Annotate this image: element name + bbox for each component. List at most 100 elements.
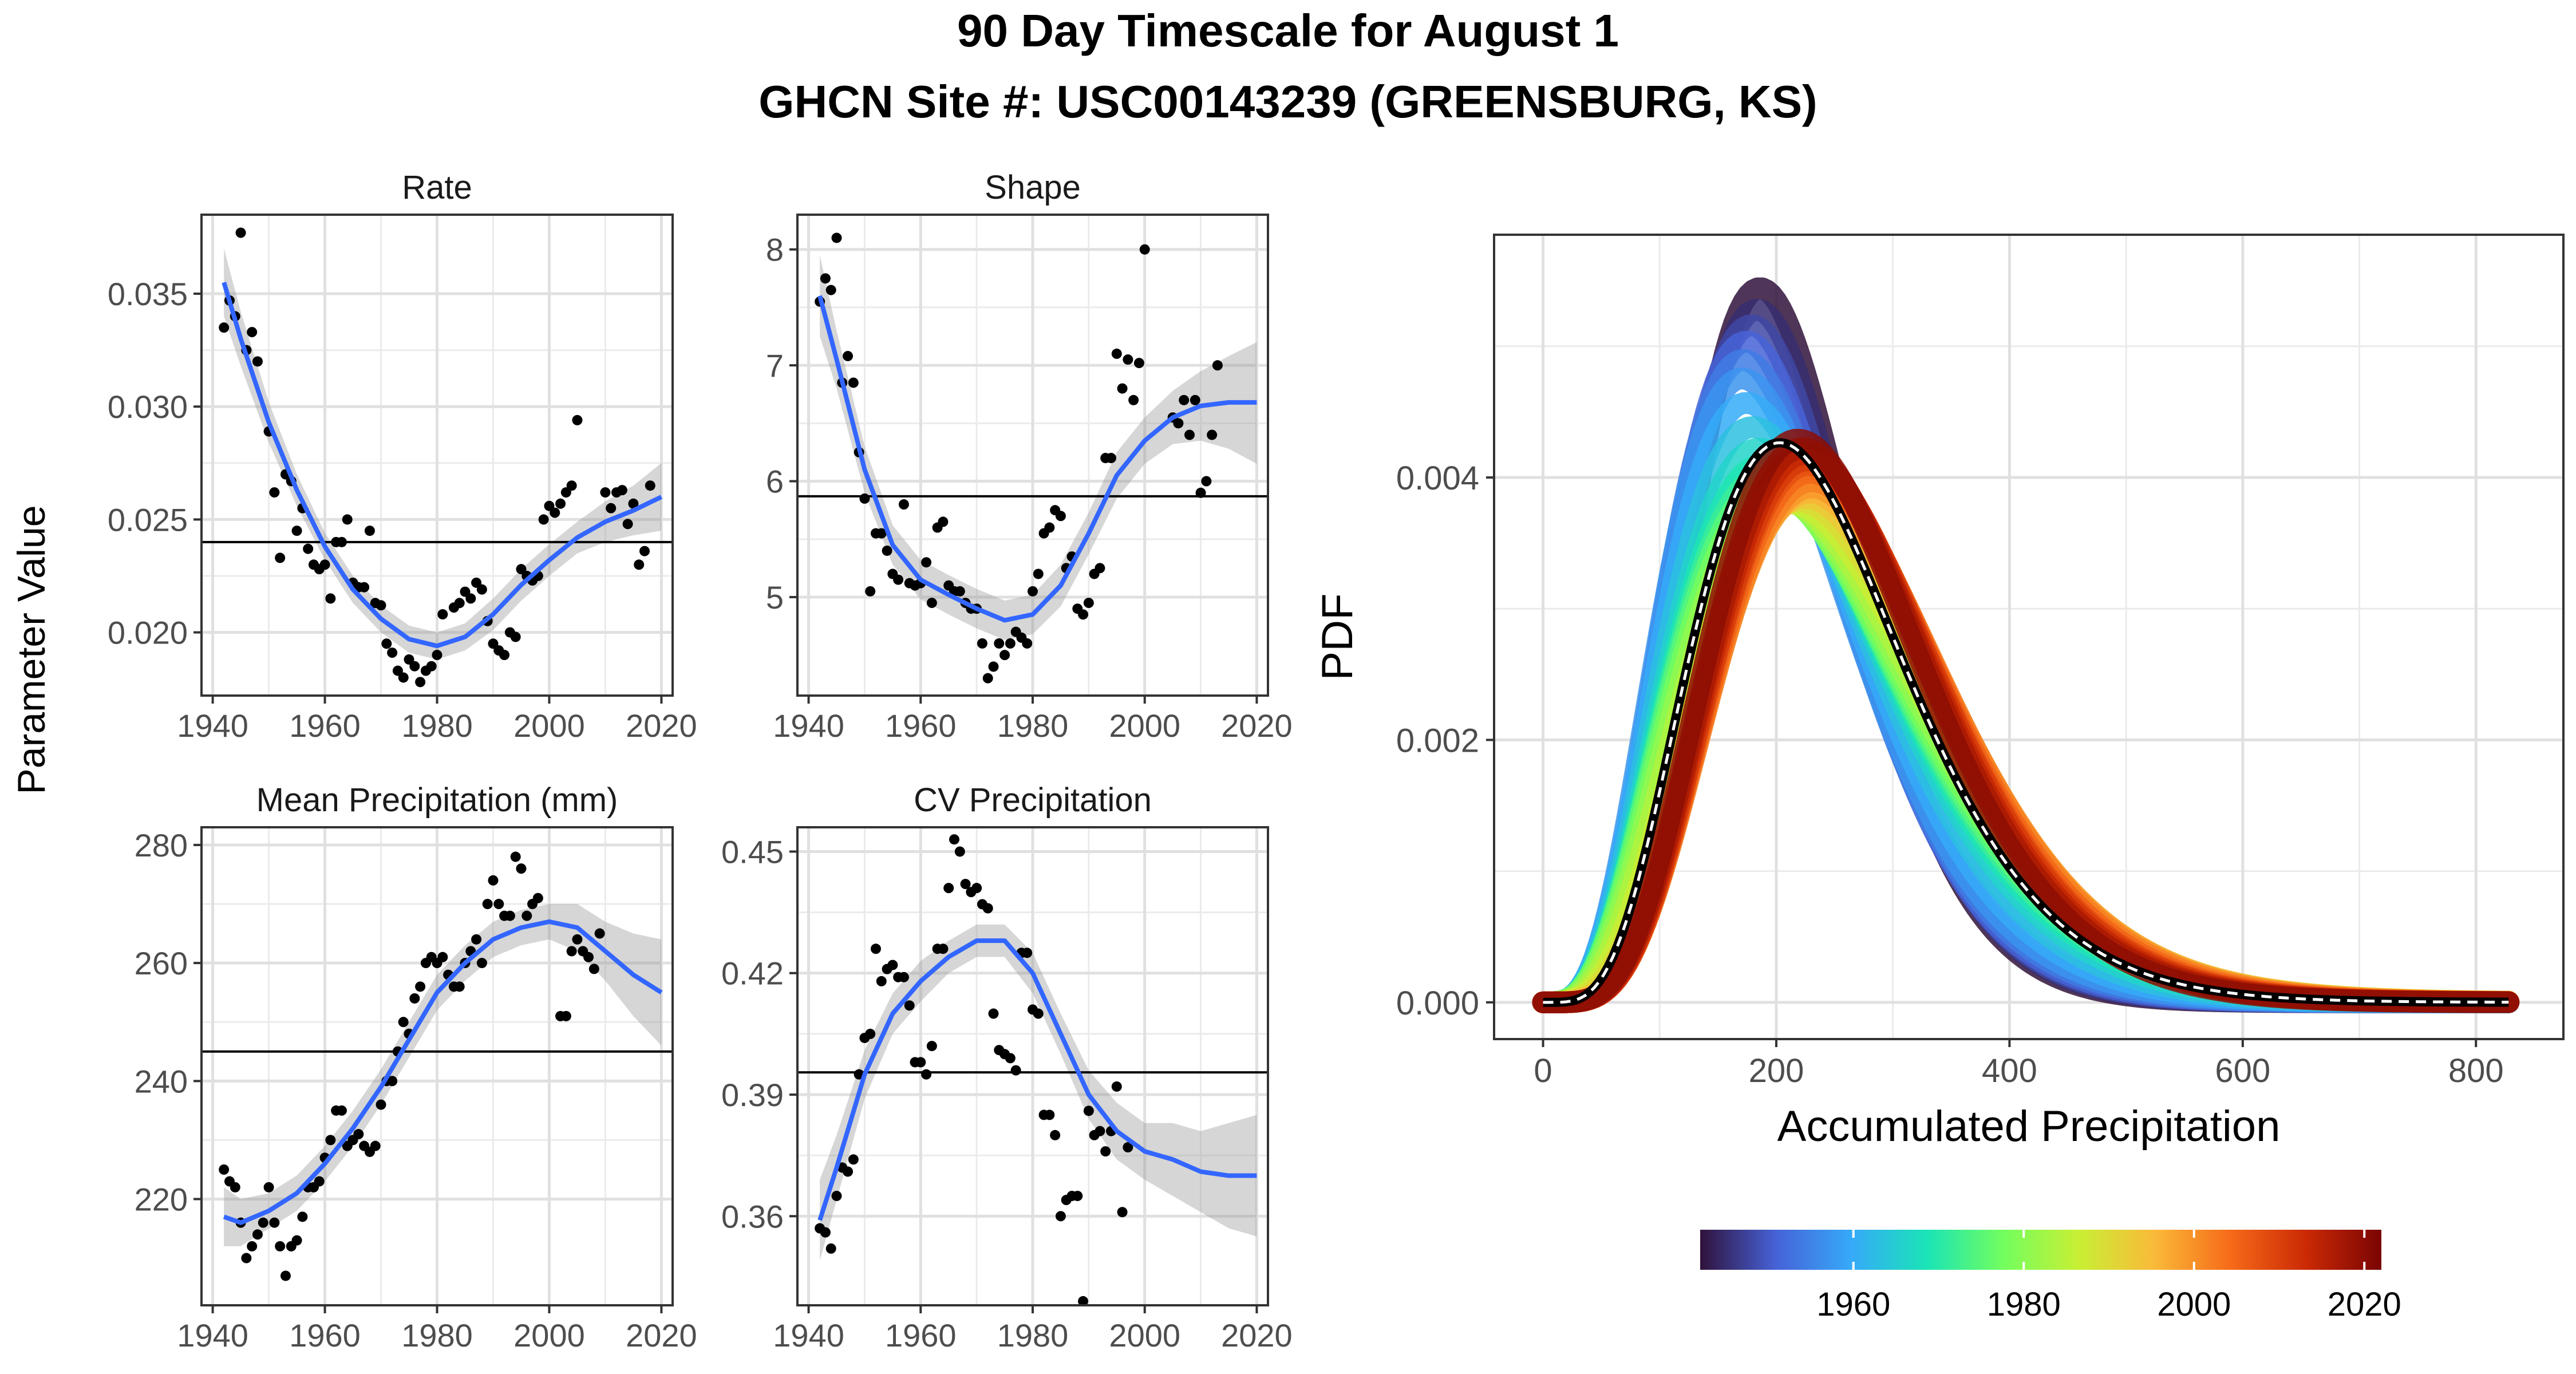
data-point	[392, 665, 403, 676]
panel-plot-area	[202, 851, 673, 1281]
y-tick-label: 0.002	[1396, 722, 1479, 759]
data-point	[820, 273, 831, 284]
x-tick-label: 2000	[513, 1317, 585, 1353]
data-point	[572, 934, 583, 945]
data-point	[415, 677, 426, 688]
data-point	[532, 893, 543, 903]
data-point	[325, 1135, 336, 1146]
data-point	[982, 903, 993, 914]
data-point	[409, 993, 420, 1004]
data-point	[381, 638, 392, 649]
x-tick-label: 600	[2215, 1052, 2270, 1089]
data-point	[926, 598, 937, 609]
data-point	[1123, 1142, 1133, 1153]
data-point	[314, 1176, 325, 1187]
data-point	[252, 356, 263, 367]
data-point	[843, 350, 854, 361]
colorbar-tick-label: 1960	[1816, 1286, 1890, 1323]
data-point	[1139, 244, 1150, 255]
colorbar: 1960 1980 2000 2020	[1700, 1230, 2401, 1323]
panel-pdf: 0 200 400 600 800 0.000 0.002 0.004 Accumulated …	[1313, 234, 2565, 1151]
data-point	[1173, 418, 1184, 429]
data-point	[859, 493, 870, 504]
x-tick-label: 2000	[1109, 1317, 1180, 1353]
data-point	[982, 673, 993, 684]
confidence-band	[224, 904, 662, 1246]
data-point	[1106, 453, 1116, 464]
data-point	[954, 846, 965, 857]
data-point	[876, 528, 887, 539]
data-point	[921, 1069, 932, 1080]
data-point	[555, 498, 566, 509]
data-point	[404, 654, 414, 665]
data-point	[359, 582, 370, 593]
x-tick-label: 400	[1982, 1052, 2037, 1089]
data-point	[476, 584, 487, 595]
data-point	[1078, 1296, 1089, 1305]
panel-title: Mean Precipitation (mm)	[256, 781, 618, 819]
data-point	[1050, 1130, 1061, 1140]
data-point	[252, 1229, 263, 1240]
data-point	[820, 1227, 831, 1238]
data-point	[566, 946, 577, 957]
data-point	[954, 586, 965, 597]
data-point	[1095, 1126, 1105, 1136]
data-point	[471, 934, 482, 945]
data-point	[471, 577, 482, 588]
data-point	[628, 498, 639, 509]
y-tick-label: 220	[135, 1181, 188, 1217]
panel-mean-precipitation-mm: 1940 1960 1980 2000 2020 220 240 260 280 Mean Pre…	[135, 781, 697, 1353]
data-point	[269, 487, 280, 498]
data-point	[1117, 383, 1128, 394]
data-point	[454, 598, 465, 609]
data-point	[297, 1211, 308, 1222]
data-point	[871, 943, 881, 954]
panel-rate: 1940 1960 1980 2000 2020 0.020 0.025 0.030 0.035…	[108, 169, 697, 744]
y-tick-label: 0.39	[721, 1077, 784, 1113]
data-point	[1190, 394, 1200, 405]
data-point	[1184, 429, 1195, 440]
data-point	[291, 1235, 302, 1246]
data-point	[831, 232, 842, 243]
data-point	[465, 593, 476, 604]
data-point	[499, 650, 510, 661]
y-tick-label: 5	[766, 579, 784, 615]
data-point	[1022, 638, 1033, 649]
data-point	[353, 1129, 364, 1140]
panel-shape: 1940 1960 1980 2000 2020 5 6 7 8 Shape	[766, 169, 1293, 744]
data-point	[488, 638, 499, 649]
data-point	[560, 1010, 571, 1021]
data-point	[398, 1017, 409, 1028]
smooth-trend-line	[223, 919, 663, 1225]
x-tick-label: 1940	[177, 1317, 248, 1353]
data-point	[898, 972, 909, 982]
data-point	[572, 414, 583, 425]
data-point	[280, 1270, 291, 1281]
data-point	[550, 507, 560, 518]
data-point	[977, 638, 987, 649]
y-tick-label: 0.030	[108, 389, 188, 425]
data-point	[999, 650, 1010, 661]
data-point	[1123, 354, 1133, 365]
data-point	[336, 536, 347, 547]
y-tick-label: 0.000	[1396, 985, 1479, 1022]
data-point	[606, 503, 617, 514]
x-tick-label: 0	[1534, 1052, 1552, 1089]
smooth-trend-line	[817, 938, 1257, 1221]
x-tick-label: 2020	[626, 1317, 697, 1353]
data-point	[843, 1166, 854, 1177]
data-point	[915, 1057, 926, 1068]
data-point	[263, 1182, 274, 1193]
data-point	[882, 545, 892, 556]
data-point	[415, 981, 426, 992]
x-tick-label: 2000	[513, 708, 585, 744]
y-tick-label: 0.004	[1396, 460, 1479, 497]
data-point	[1044, 1110, 1055, 1120]
data-point	[398, 672, 409, 683]
data-point	[1133, 358, 1144, 369]
x-tick-label: 1960	[885, 708, 957, 744]
data-point	[639, 546, 650, 556]
x-tick-label: 1940	[773, 1317, 844, 1353]
data-point	[887, 960, 898, 970]
data-point	[1212, 360, 1223, 371]
